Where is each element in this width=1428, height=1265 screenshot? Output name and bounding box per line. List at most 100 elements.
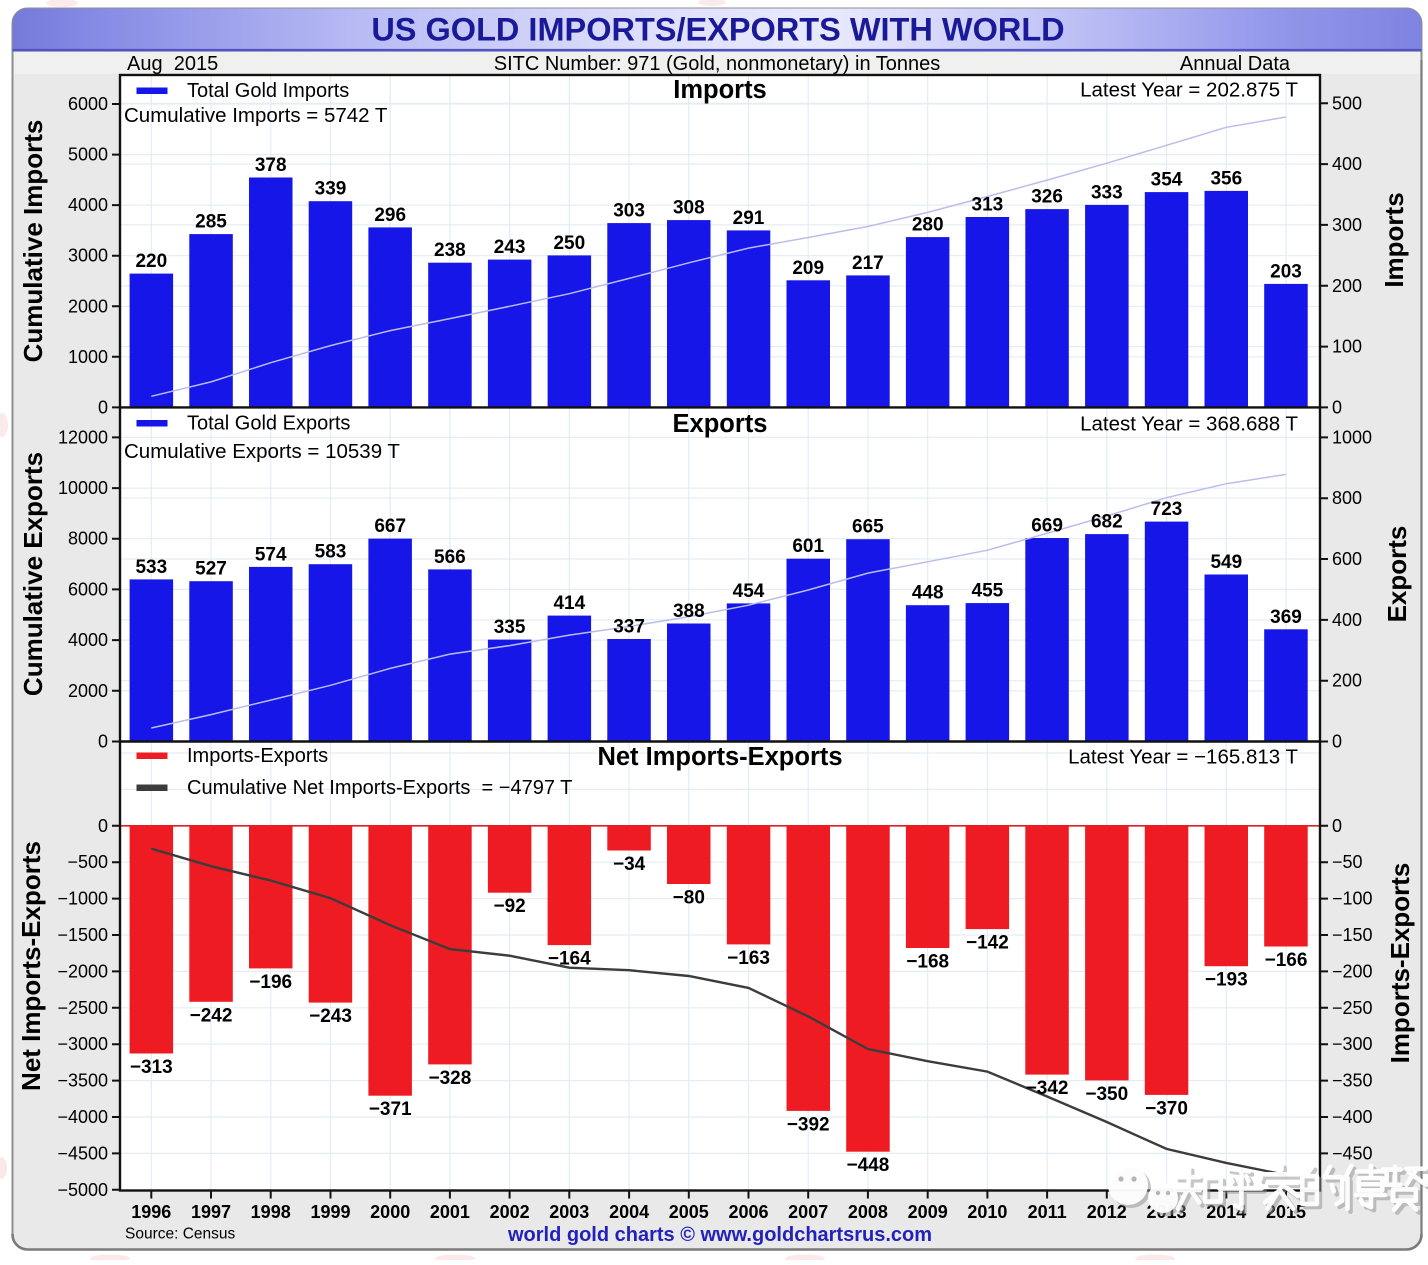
svg-text:−371: −371	[369, 1099, 412, 1120]
svg-text:378: 378	[255, 155, 287, 176]
svg-text:Latest Year = 202.875 T: Latest Year = 202.875 T	[1080, 79, 1298, 102]
svg-text:400: 400	[1332, 154, 1362, 174]
svg-text:Latest Year = 368.688 T: Latest Year = 368.688 T	[1080, 413, 1298, 436]
svg-text:448: 448	[912, 583, 944, 604]
svg-text:326: 326	[1031, 187, 1063, 208]
svg-text:335: 335	[494, 617, 526, 638]
svg-text:−166: −166	[1265, 950, 1308, 971]
svg-text:300: 300	[1332, 215, 1362, 235]
svg-text:1997: 1997	[191, 1202, 231, 1222]
svg-text:−1000: −1000	[57, 889, 108, 909]
svg-text:566: 566	[434, 547, 466, 568]
svg-text:−3000: −3000	[57, 1034, 108, 1054]
svg-text:−150: −150	[1332, 925, 1373, 945]
svg-text:2003: 2003	[549, 1202, 589, 1222]
svg-text:−313: −313	[130, 1057, 173, 1078]
svg-text:Total Gold Imports: Total Gold Imports	[187, 80, 349, 102]
svg-text:2010: 2010	[967, 1202, 1007, 1222]
svg-text:209: 209	[792, 258, 824, 279]
svg-text:723: 723	[1151, 499, 1183, 520]
svg-text:−250: −250	[1332, 998, 1373, 1018]
svg-text:Cumulative Exports: Cumulative Exports	[18, 452, 48, 696]
svg-text:4000: 4000	[68, 630, 108, 650]
svg-text:303: 303	[613, 201, 645, 222]
svg-text:308: 308	[673, 198, 705, 219]
svg-text:−200: −200	[1332, 961, 1373, 981]
svg-text:400: 400	[1332, 610, 1362, 630]
svg-text:1000: 1000	[68, 347, 108, 367]
svg-text:0: 0	[98, 732, 108, 752]
svg-text:574: 574	[255, 544, 287, 565]
svg-text:313: 313	[972, 195, 1004, 216]
svg-text:Latest Year = −165.813 T: Latest Year = −165.813 T	[1068, 746, 1298, 769]
svg-text:Cumulative Imports: Cumulative Imports	[18, 120, 48, 363]
svg-text:388: 388	[673, 601, 705, 622]
svg-text:12000: 12000	[58, 427, 108, 447]
svg-text:Imports: Imports	[673, 76, 767, 104]
svg-text:2008: 2008	[848, 1202, 888, 1222]
svg-text:−4500: −4500	[57, 1143, 108, 1163]
svg-text:280: 280	[912, 215, 944, 236]
svg-text:0: 0	[98, 816, 108, 836]
svg-text:world gold charts © www.goldch: world gold charts © www.goldchartsrus.co…	[507, 1224, 932, 1246]
svg-text:−400: −400	[1332, 1107, 1373, 1127]
svg-text:296: 296	[374, 205, 406, 226]
svg-text:369: 369	[1270, 607, 1302, 628]
svg-text:200: 200	[1332, 671, 1362, 691]
svg-text:−100: −100	[1332, 889, 1373, 909]
svg-text:339: 339	[315, 179, 347, 200]
svg-text:−196: −196	[249, 972, 292, 993]
svg-text:549: 549	[1210, 552, 1242, 573]
svg-text:Total Gold Exports: Total Gold Exports	[187, 413, 350, 435]
svg-text:243: 243	[494, 237, 526, 258]
svg-text:−34: −34	[613, 854, 646, 875]
svg-text:600: 600	[1332, 549, 1362, 569]
svg-text:0: 0	[98, 397, 108, 417]
svg-text:−350: −350	[1085, 1084, 1128, 1105]
svg-text:Aug 2015: Aug 2015	[127, 53, 218, 75]
svg-text:Cumulative Exports = 10539 T: Cumulative Exports = 10539 T	[124, 440, 400, 463]
svg-text:Exports: Exports	[1382, 526, 1412, 623]
svg-text:2009: 2009	[908, 1202, 948, 1222]
svg-text:2006: 2006	[728, 1202, 768, 1222]
svg-text:−168: −168	[906, 952, 949, 973]
svg-text:669: 669	[1031, 516, 1063, 537]
svg-text:−1500: −1500	[57, 925, 108, 945]
svg-text:−4000: −4000	[57, 1107, 108, 1127]
svg-text:Cumulative Net Imports-Exports: Cumulative Net Imports-Exports = −4797 T	[187, 777, 572, 799]
svg-text:2011: 2011	[1028, 1202, 1067, 1222]
svg-text:238: 238	[434, 240, 466, 261]
svg-text:Imports: Imports	[1379, 192, 1409, 287]
svg-text:2005: 2005	[669, 1202, 709, 1222]
svg-text:665: 665	[852, 517, 884, 538]
svg-text:1999: 1999	[310, 1202, 350, 1222]
svg-text:800: 800	[1332, 488, 1362, 508]
svg-text:US GOLD IMPORTS/EXPORTS WITH W: US GOLD IMPORTS/EXPORTS WITH WORLD	[371, 12, 1064, 48]
svg-text:4000: 4000	[68, 195, 108, 215]
svg-text:−142: −142	[966, 933, 1009, 954]
svg-text:583: 583	[315, 542, 347, 563]
svg-text:−3500: −3500	[57, 1071, 108, 1091]
svg-text:2012: 2012	[1087, 1202, 1127, 1222]
svg-text:414: 414	[553, 593, 585, 614]
svg-text:−500: −500	[67, 852, 108, 872]
svg-text:−392: −392	[787, 1114, 830, 1135]
svg-text:Exports: Exports	[673, 410, 768, 438]
svg-text:667: 667	[374, 516, 406, 537]
svg-text:291: 291	[733, 208, 765, 229]
svg-text:3000: 3000	[68, 246, 108, 266]
svg-text:Imports-Exports: Imports-Exports	[187, 745, 328, 767]
svg-text:100: 100	[1332, 337, 1362, 357]
svg-text:200: 200	[1332, 276, 1362, 296]
svg-text:−370: −370	[1145, 1098, 1188, 1119]
svg-text:2000: 2000	[68, 296, 108, 316]
svg-text:10000: 10000	[58, 478, 108, 498]
svg-text:−163: −163	[727, 948, 770, 969]
svg-text:220: 220	[135, 251, 167, 272]
svg-text:2000: 2000	[370, 1202, 410, 1222]
svg-text:Source: Census: Source: Census	[125, 1226, 236, 1243]
svg-text:203: 203	[1270, 261, 1302, 282]
svg-text:2004: 2004	[609, 1202, 649, 1222]
svg-text:−80: −80	[673, 888, 705, 909]
svg-text:−2000: −2000	[57, 961, 108, 981]
